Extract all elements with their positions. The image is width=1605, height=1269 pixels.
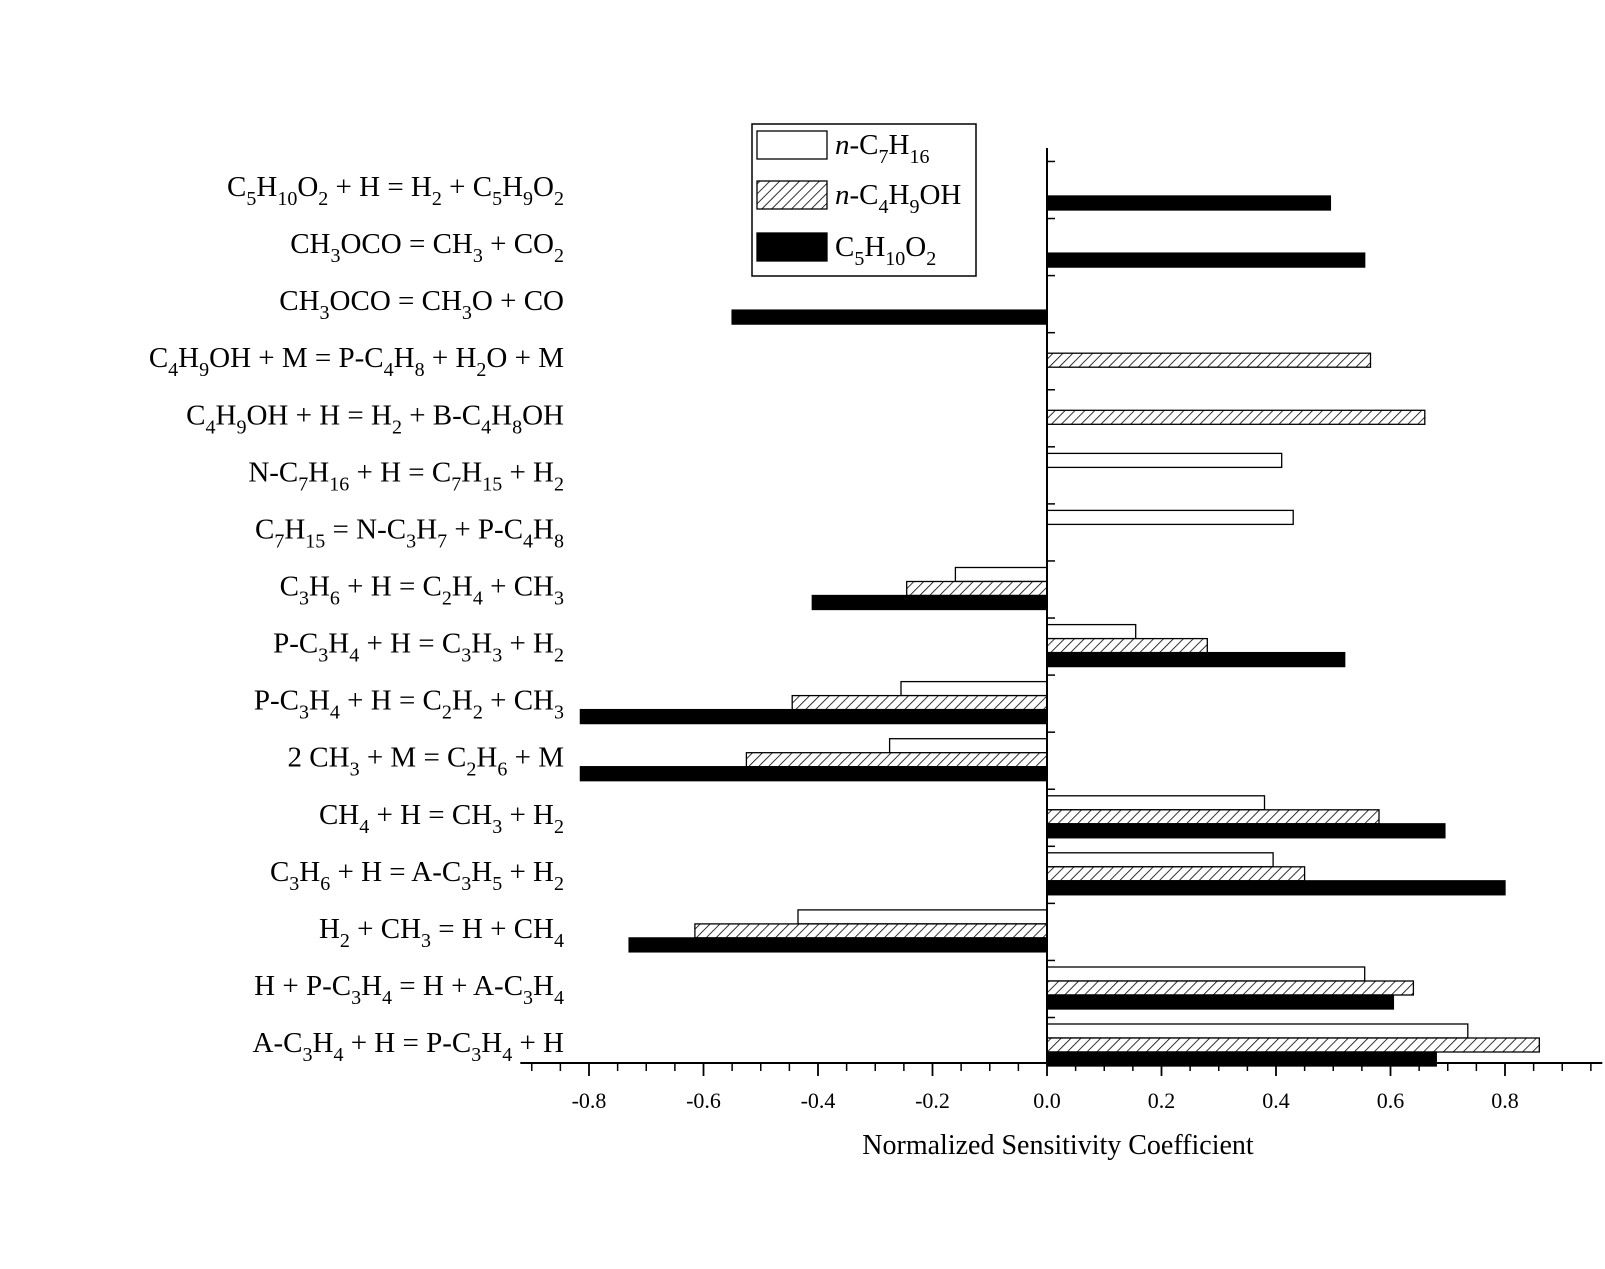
reaction-label: P-C3H4 + H = C2H2 + CH3 bbox=[254, 685, 564, 724]
bar-n-c4h9oh-3 bbox=[1046, 352, 1372, 368]
reaction-label: C3H6 + H = A-C3H5 + H2 bbox=[270, 856, 564, 895]
bar-n-c7h16-7 bbox=[954, 566, 1048, 583]
legend-label: n-C7H16 bbox=[835, 129, 929, 168]
bar-c5h10o2-2 bbox=[731, 309, 1048, 325]
bar-n-c7h16-14 bbox=[1046, 966, 1366, 982]
reaction-label: N-C7H16 + H = C7H15 + H2 bbox=[248, 456, 564, 495]
legend: n-C7H16 n-C4H9OH C5H10O2 bbox=[751, 123, 977, 277]
reaction-label: CH3OCO = CH3 + CO2 bbox=[290, 228, 564, 267]
bar-n-c4h9oh-9 bbox=[791, 694, 1048, 711]
reaction-label: P-C3H4 + H = C3H3 + H2 bbox=[273, 628, 564, 667]
bar-c5h10o2-1 bbox=[1046, 252, 1366, 268]
bar-n-c7h16-5 bbox=[1046, 452, 1283, 469]
x-tick-label: -0.2 bbox=[915, 1088, 950, 1113]
reaction-label: C5H10O2 + H = H2 + C5H9O2 bbox=[227, 171, 564, 210]
reaction-label: C7H15 = N-C3H7 + P-C4H8 bbox=[255, 513, 564, 552]
bar-n-c7h16-15 bbox=[1046, 1023, 1469, 1039]
x-tick-label: 0.8 bbox=[1491, 1088, 1519, 1113]
bar-c5h10o2-11 bbox=[1046, 823, 1446, 839]
bar-n-c7h16-12 bbox=[1046, 852, 1274, 868]
reaction-labels-group: C5H10O2 + H = H2 + C5H9O2 CH3OCO = CH3 + … bbox=[149, 171, 564, 1066]
bar-n-c7h16-6 bbox=[1046, 509, 1294, 526]
bar-c5h10o2-7 bbox=[811, 594, 1048, 611]
bar-n-c7h16-9 bbox=[900, 680, 1048, 697]
bar-n-c4h9oh-12 bbox=[1046, 866, 1306, 882]
bar-c5h10o2-8 bbox=[1046, 651, 1346, 668]
bar-n-c4h9oh-11 bbox=[1046, 809, 1380, 825]
bar-c5h10o2-9 bbox=[579, 708, 1048, 725]
bar-c5h10o2-14 bbox=[1046, 994, 1395, 1010]
x-tick-label: 0.4 bbox=[1262, 1088, 1290, 1113]
bars-group bbox=[579, 195, 1540, 1067]
bar-n-c4h9oh-8 bbox=[1046, 637, 1208, 654]
bar-c5h10o2-10 bbox=[579, 766, 1048, 782]
x-tick-label: 0.2 bbox=[1148, 1088, 1176, 1113]
legend-label: n-C4H9OH bbox=[835, 179, 961, 218]
x-tick-label: 0.6 bbox=[1377, 1088, 1405, 1113]
reaction-label: A-C3H4 + H = P-C3H4 + H bbox=[253, 1027, 564, 1066]
bar-n-c4h9oh-13 bbox=[694, 923, 1048, 939]
reaction-label: C3H6 + H = C2H4 + CH3 bbox=[280, 570, 564, 609]
bar-n-c7h16-13 bbox=[797, 909, 1048, 925]
legend-label: C5H10O2 bbox=[835, 231, 936, 270]
reaction-label: 2 CH3 + M = C2H6 + M bbox=[288, 742, 564, 781]
reaction-label: H2 + CH3 = H + CH4 bbox=[319, 913, 564, 952]
x-tick-label: -0.8 bbox=[572, 1088, 607, 1113]
bar-c5h10o2-12 bbox=[1046, 880, 1506, 896]
bar-n-c4h9oh-15 bbox=[1046, 1037, 1540, 1053]
bar-n-c4h9oh-10 bbox=[745, 752, 1048, 768]
legend-swatch bbox=[756, 232, 828, 262]
reaction-label: CH4 + H = CH3 + H2 bbox=[319, 799, 564, 838]
x-tick-label: -0.6 bbox=[686, 1088, 721, 1113]
x-tick-label: -0.4 bbox=[801, 1088, 836, 1113]
bar-n-c7h16-10 bbox=[888, 738, 1048, 754]
axes-group: -0.8 -0.6 -0.4 -0.2 0.0 0.2 0.4 0.6 0.8 bbox=[520, 148, 1603, 1113]
bar-c5h10o2-0 bbox=[1046, 195, 1332, 211]
bar-c5h10o2-13 bbox=[628, 937, 1048, 953]
bar-n-c7h16-8 bbox=[1046, 623, 1137, 640]
legend-swatch bbox=[756, 130, 828, 160]
legend-swatch bbox=[756, 180, 828, 210]
bar-n-c4h9oh-7 bbox=[906, 580, 1048, 597]
x-tick-label: 0.0 bbox=[1033, 1088, 1061, 1113]
reaction-label: C4H9OH + M = P-C4H8 + H2O + M bbox=[149, 342, 564, 381]
bar-n-c7h16-11 bbox=[1046, 795, 1266, 811]
x-axis-title: Normalized Sensitivity Coefficient bbox=[862, 1130, 1254, 1161]
reaction-label: C4H9OH + H = H2 + B-C4H8OH bbox=[186, 399, 564, 438]
bar-n-c4h9oh-14 bbox=[1046, 980, 1415, 996]
bar-n-c4h9oh-4 bbox=[1046, 409, 1426, 425]
reaction-label: CH3OCO = CH3O + CO bbox=[279, 285, 564, 324]
reaction-label: H + P-C3H4 = H + A-C3H4 bbox=[254, 970, 564, 1009]
